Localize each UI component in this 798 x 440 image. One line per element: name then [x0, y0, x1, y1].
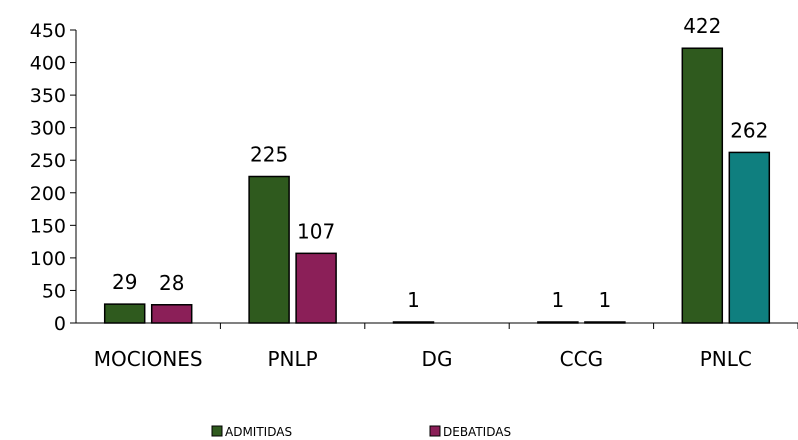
- y-tick-label: 100: [30, 248, 66, 270]
- data-label: 225: [250, 143, 288, 167]
- y-tick-label: 450: [30, 20, 66, 42]
- data-label: 262: [730, 118, 768, 142]
- data-label: 1: [552, 288, 565, 312]
- x-tick-label: PNLC: [700, 347, 752, 371]
- bar-admitidas-mociones: [103, 303, 146, 324]
- data-label: 107: [297, 219, 335, 243]
- x-tick-label: CCG: [560, 347, 603, 371]
- bar-debatidas-pnlp: [295, 252, 337, 324]
- x-tick-label: DG: [422, 347, 453, 371]
- data-labels: 29 225 1 1 422 28 107 1 262: [112, 14, 768, 312]
- legend-swatch-admitidas: [211, 425, 223, 437]
- data-label: 28: [159, 271, 184, 295]
- axes: 0 50 100 150 200 250 300 350 400 450 MOCIONES PNLP D…: [30, 20, 798, 371]
- bar-admitidas-dg: [392, 321, 435, 324]
- y-tick-label: 150: [30, 215, 66, 237]
- y-tick-label: 400: [30, 53, 66, 75]
- bar-debatidas-mociones: [150, 304, 193, 324]
- legend-label-debatidas: DEBATIDAS: [443, 425, 511, 439]
- x-tick-label: MOCIONES: [94, 347, 203, 371]
- y-tick-label: 350: [30, 85, 66, 107]
- bar-admitidas-pnlp: [248, 175, 290, 324]
- bar-debatidas-pnlc: [728, 151, 771, 324]
- y-tick-label: 250: [30, 150, 66, 172]
- y-tick-label: 200: [30, 183, 66, 205]
- bar-admitidas-pnlc: [681, 47, 724, 324]
- bar-admitidas-ccg: [537, 321, 579, 324]
- data-label: 1: [407, 288, 420, 312]
- bars: [103, 47, 771, 324]
- y-tick-label: 0: [54, 313, 66, 335]
- legend-label-admitidas: ADMITIDAS: [225, 425, 292, 439]
- bar-debatidas-ccg: [584, 321, 626, 324]
- legend: ADMITIDAS DEBATIDAS: [211, 425, 511, 439]
- data-label: 1: [599, 288, 612, 312]
- legend-swatch-debatidas: [429, 425, 441, 437]
- y-tick-label: 50: [42, 280, 66, 302]
- y-tick-label: 300: [30, 118, 66, 140]
- data-label: 422: [683, 14, 721, 38]
- data-label: 29: [112, 270, 137, 294]
- x-tick-label: PNLP: [267, 347, 317, 371]
